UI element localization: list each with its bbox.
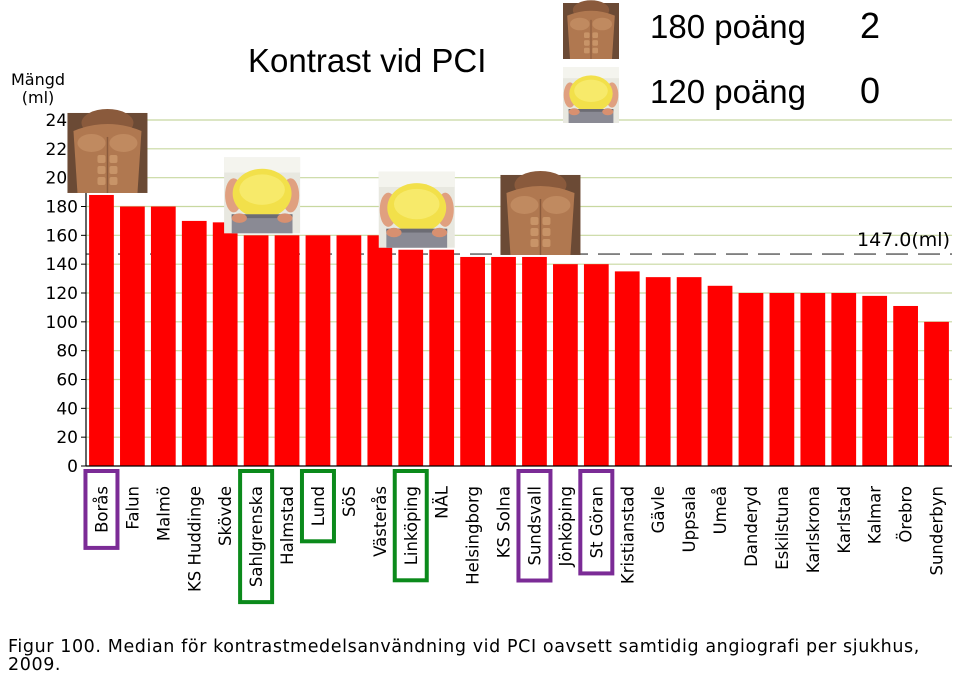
bar-st-göran [583,264,609,466]
y-tick-label: 20 [56,428,78,448]
bar-malmö [150,206,176,466]
highlight-box [392,469,429,583]
muscular-torso-icon [66,108,149,194]
x-tick-label: St Göran [587,486,606,558]
x-tick-label: Sundsvall [525,486,544,566]
bar-umeå [707,285,733,466]
reference-line-label: 147.0(ml) [857,229,950,251]
bar-skövde [212,222,238,466]
overweight-torso-icon [563,67,619,123]
bar-linköping [398,249,424,466]
y-tick-label: 60 [56,371,78,391]
x-tick-label: SöS [340,486,359,517]
x-tick-label: Sunderbyn [928,486,947,576]
y-tick-label: 140 [46,255,78,275]
x-tick-label: Halmstad [278,486,297,565]
bar-näl [429,249,455,466]
slide-title: Kontrast vid PCI [248,42,487,79]
x-tick-label: Örebro [897,486,916,543]
x-tick-label: Västerås [371,486,390,557]
highlight-box [83,469,120,550]
bar-karlstad [831,293,857,466]
highlight-box [238,469,275,605]
bar-ks-solna [491,256,516,466]
legend-row-label-2: 120 poäng [650,73,806,110]
overweight-torso-icon [378,171,455,248]
bar-gävle [645,277,671,466]
bar-sundsvall [522,256,547,466]
y-tick-label: 100 [46,313,78,333]
x-tick-label: Kristianstad [618,486,637,584]
y-tick-label: 80 [56,342,78,362]
legend-row-count-1: 2 [860,5,881,46]
bar-lund [305,235,331,466]
bar-jönköping [553,264,578,466]
bar-danderyd [738,293,764,466]
y-tick-label: 40 [56,399,78,419]
x-tick-label: Linköping [402,486,421,565]
x-tick-label: Uppsala [680,486,699,552]
bar-kristianstad [614,271,640,466]
x-tick-label: Umeå [711,486,730,534]
y-tick-label: 0 [67,457,78,477]
bar-eskilstuna [769,293,795,466]
x-tick-label: Malmö [154,486,173,541]
bar-karlskrona [800,293,826,466]
x-tick-label: Falun [123,486,142,530]
bar-sös [336,235,362,466]
x-tick-label: Gävle [649,486,668,533]
y-tick-label: 120 [46,284,78,304]
figure-caption: Figur 100. Median för kontrastmedelsanvä… [8,637,920,675]
y-axis-title-line1: Mängd [11,70,65,89]
bar-örebro [893,305,918,466]
x-tick-label: Helsingborg [464,486,483,585]
bar-falun [120,206,145,466]
bar-borås [89,194,114,466]
bar-helsingborg [460,256,485,466]
y-axis-title-line2: (ml) [22,88,55,107]
bar-ks-huddinge [181,220,207,466]
overweight-torso-icon [224,157,301,234]
x-tick-label: Jönköping [556,486,575,567]
highlight-box [578,469,615,576]
muscular-torso-icon [562,0,620,60]
x-tick-label: Borås [92,486,111,533]
y-tick-label: 180 [46,198,78,218]
x-tick-label: NÄL [433,485,452,519]
bar-halmstad [274,235,300,466]
bar-sunderbyn [924,321,949,466]
x-tick-label: Lund [309,486,328,526]
legend-row-label-1: 180 poäng [650,8,806,45]
x-tick-label: Kalmar [866,486,885,544]
bar-kalmar [862,295,888,466]
muscular-torso-icon [499,170,582,256]
legend-row-count-2: 0 [860,70,881,111]
x-tick-label: Sahlgrenska [247,486,266,587]
x-tick-label: Karlskrona [804,486,823,573]
bar-sahlgrenska [243,235,269,466]
x-tick-label: Skövde [216,486,235,546]
x-tick-label: KS Solna [495,486,514,558]
highlight-box [299,469,336,544]
x-tick-label: Karlstad [835,486,854,554]
bar-västerås [367,235,393,466]
bar-uppsala [676,277,702,466]
highlight-box [516,469,553,583]
x-tick-label: Eskilstuna [773,486,792,570]
x-tick-label: Danderyd [742,486,761,567]
y-tick-label: 160 [46,226,78,246]
x-tick-label: KS Huddinge [185,486,204,592]
